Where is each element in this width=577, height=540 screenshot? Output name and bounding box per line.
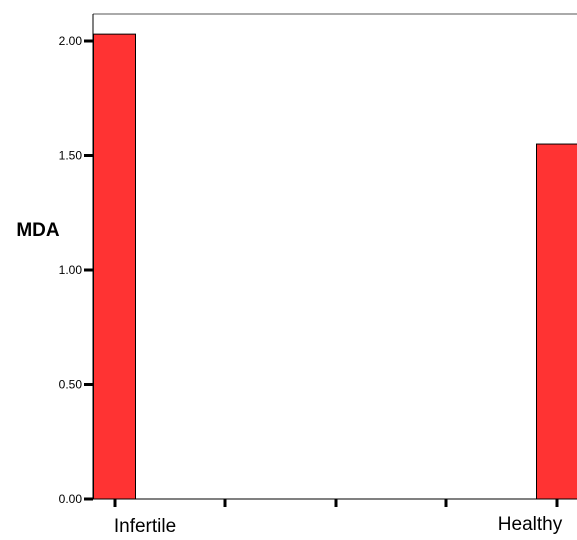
- y-tick-label: 0.50: [59, 378, 83, 392]
- bar-healthy: [536, 143, 577, 500]
- y-tick-label: 0.00: [59, 492, 83, 506]
- bar-infertile: [93, 33, 136, 500]
- x-category-label: Infertile: [114, 516, 176, 537]
- y-tick-label: 2.00: [59, 34, 83, 48]
- y-tick-label: 1.00: [59, 263, 83, 277]
- y-axis-title: MDA: [16, 220, 60, 241]
- y-tick-label: 1.50: [59, 149, 83, 163]
- x-category-label: Healthy: [498, 514, 563, 535]
